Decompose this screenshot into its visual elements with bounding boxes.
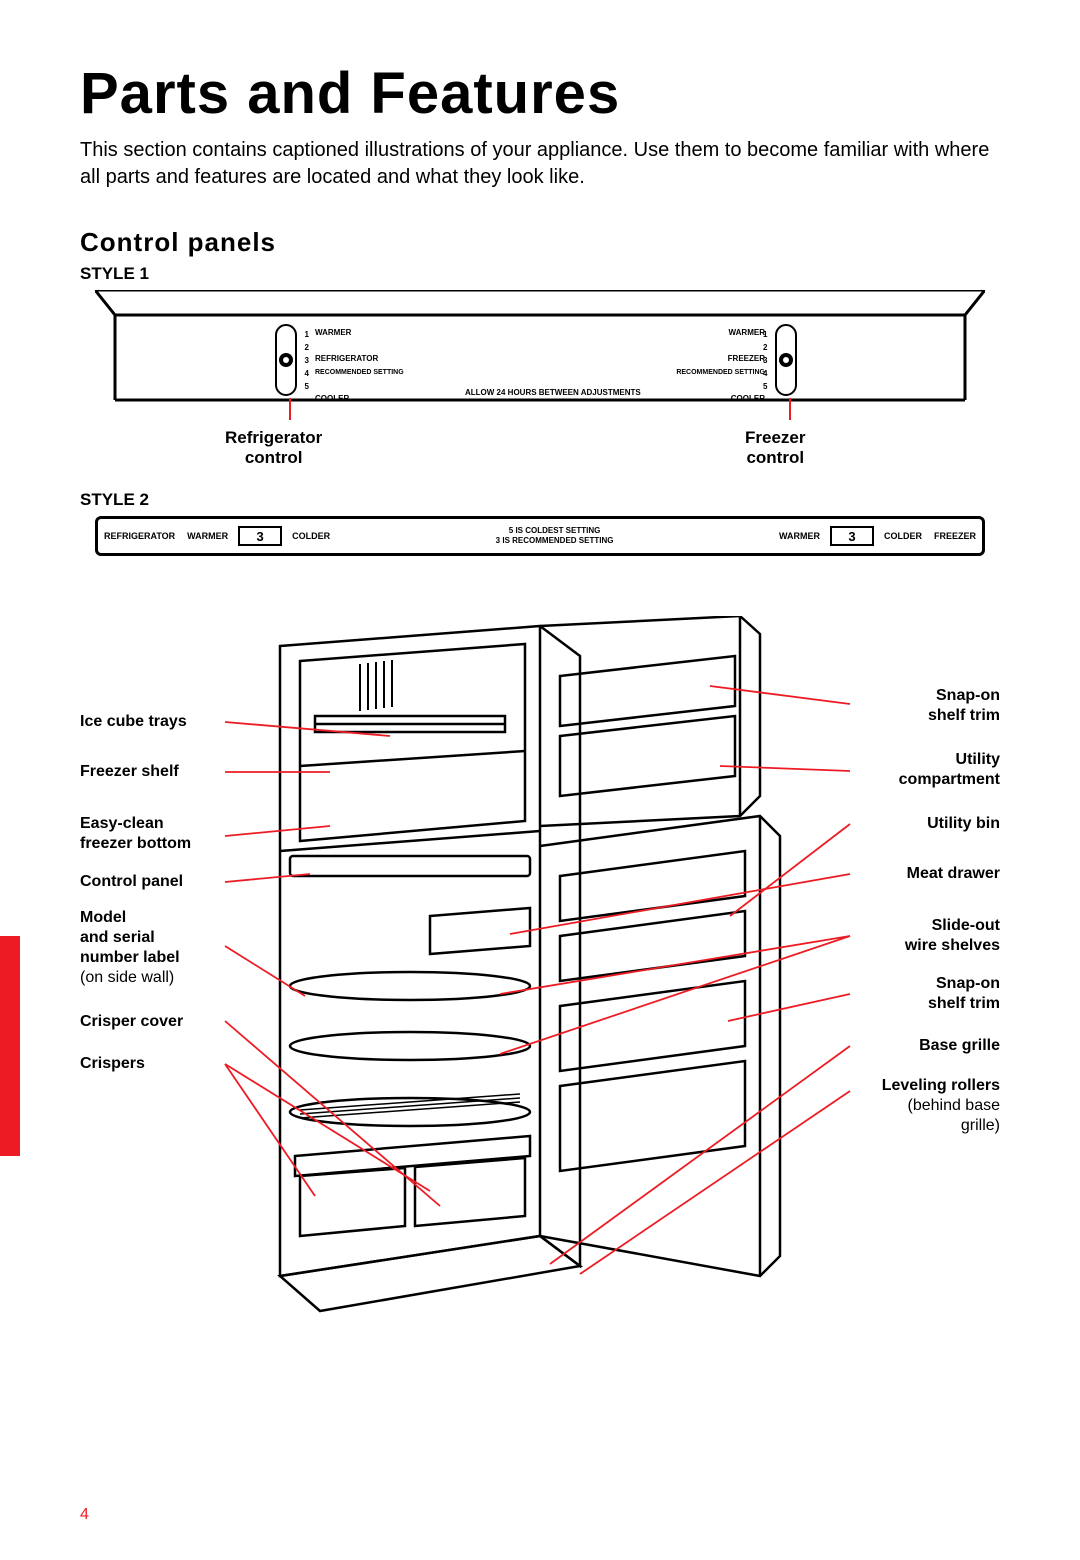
label-freezer: FREEZER xyxy=(928,531,982,541)
section-tab-icon xyxy=(0,936,20,1156)
callout-model-serial-label: Model and serial number label (on side w… xyxy=(80,908,180,988)
style1-label: STYLE 1 xyxy=(80,264,1000,284)
callout-ice-cube-trays: Ice cube trays xyxy=(80,712,187,732)
style2-panel: REFRIGERATOR WARMER 3 COLDER 5 IS COLDES… xyxy=(95,516,985,556)
setting-note: 5 IS COLDEST SETTING3 IS RECOMMENDED SET… xyxy=(336,526,773,545)
label-warmer: WARMER xyxy=(773,531,826,541)
label-warmer: WARMER xyxy=(181,531,234,541)
dial-knob-icon xyxy=(279,353,293,367)
adjustment-note: ALLOW 24 HOURS BETWEEN ADJUSTMENTS xyxy=(465,388,641,397)
page-title: Parts and Features xyxy=(80,60,1000,127)
callout-control-panel: Control panel xyxy=(80,872,183,892)
callout-freezer-shelf: Freezer shelf xyxy=(80,762,179,782)
intro-text: This section contains captioned illustra… xyxy=(80,137,1000,191)
callout-crispers: Crispers xyxy=(80,1054,145,1074)
dial-scale: 1 2 3 4 5 xyxy=(305,328,309,393)
label-refrigerator: REFRIGERATOR xyxy=(98,531,181,541)
callout-freezer-control: Freezercontrol xyxy=(745,428,805,469)
callout-base-grille: Base grille xyxy=(919,1036,1000,1056)
page-number: 4 xyxy=(80,1506,89,1524)
callout-slide-out-wire-shelves: Slide-outwire shelves xyxy=(905,916,1000,956)
label-colder: COLDER xyxy=(878,531,928,541)
refrigerator-diagram: Ice cube trays Freezer shelf Easy-cleanf… xyxy=(80,616,1000,1336)
callout-utility-compartment: Utilitycompartment xyxy=(899,750,1000,790)
callout-snap-on-shelf-trim-2: Snap-onshelf trim xyxy=(928,974,1000,1014)
refrigerator-dial[interactable]: 1 2 3 4 5 xyxy=(275,324,297,396)
refrigerator-dial-labels: WARMER REFRIGERATOR RECOMMENDED SETTING … xyxy=(315,326,404,405)
callout-meat-drawer: Meat drawer xyxy=(907,864,1000,884)
label-colder: COLDER xyxy=(286,531,336,541)
freezer-dial[interactable]: 1 2 3 4 5 xyxy=(775,324,797,396)
refrigerator-setting-box[interactable]: 3 xyxy=(238,526,282,546)
callout-leveling-rollers: Leveling rollers (behind base grille) xyxy=(882,1076,1000,1136)
callout-snap-on-shelf-trim-1: Snap-onshelf trim xyxy=(928,686,1000,726)
freezer-dial-labels: WARMER FREEZER RECOMMENDED SETTING COOLE… xyxy=(676,326,765,405)
callout-easy-clean-freezer-bottom: Easy-cleanfreezer bottom xyxy=(80,814,191,854)
callout-utility-bin: Utility bin xyxy=(927,814,1000,834)
freezer-setting-box[interactable]: 3 xyxy=(830,526,874,546)
dial-knob-icon xyxy=(779,353,793,367)
section-control-panels: Control panels xyxy=(80,227,1000,258)
style2-label: STYLE 2 xyxy=(80,490,1000,510)
refrigerator-illustration xyxy=(240,616,800,1336)
style1-panel: 1 2 3 4 5 WARMER REFRIGERATOR RECOMMENDE… xyxy=(80,290,1000,490)
callout-refrigerator-control: Refrigeratorcontrol xyxy=(225,428,322,469)
callout-crisper-cover: Crisper cover xyxy=(80,1012,183,1032)
